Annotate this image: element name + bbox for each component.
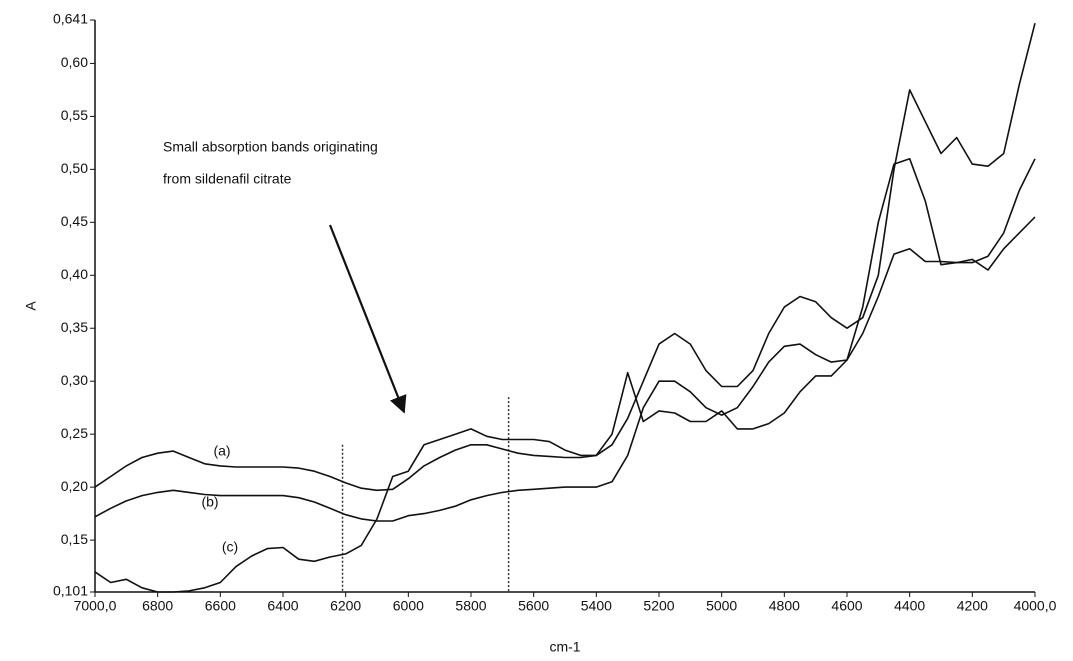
y-tick-label: 0,641 [53, 11, 88, 27]
line-series [94, 158, 1036, 522]
y-tick-label: 0,15 [61, 531, 88, 547]
x-tick-label: 6200 [330, 598, 361, 614]
x-tick-label: 6600 [205, 598, 236, 614]
x-tick-label: 5000 [706, 598, 737, 614]
x-tick-label: 5600 [518, 598, 549, 614]
x-tick-label: 4000,0 [1014, 598, 1057, 614]
x-tick-label: 5200 [643, 598, 674, 614]
x-tick-label: 4600 [831, 598, 862, 614]
y-tick-label: 0,45 [61, 213, 88, 229]
y-tick-label: 0,60 [61, 54, 88, 70]
y-tick-label: 0,40 [61, 266, 88, 282]
y-tick-label: 0,30 [61, 372, 88, 388]
x-tick-label: 6400 [267, 598, 298, 614]
y-tick-label: 0,50 [61, 160, 88, 176]
line-series [94, 158, 1036, 593]
y-tick-label: 0,101 [53, 583, 88, 599]
line-series [94, 23, 1036, 492]
y-axis-label: A [23, 301, 39, 311]
x-tick-label: 7000,0 [74, 598, 117, 614]
series-label: (c) [222, 539, 238, 555]
y-tick-label: 0,35 [61, 319, 88, 335]
x-tick-label: 5400 [581, 598, 612, 614]
x-tick-label: 6800 [142, 598, 173, 614]
x-tick-label: 4200 [957, 598, 988, 614]
x-tick-label: 6000 [393, 598, 424, 614]
x-tick-label: 5800 [455, 598, 486, 614]
x-tick-label: 4400 [894, 598, 925, 614]
y-tick-label: 0,20 [61, 478, 88, 494]
annotation: Small absorption bands originating [163, 139, 378, 155]
series-label: (b) [201, 494, 218, 510]
x-tick-label: 4800 [769, 598, 800, 614]
series-label: (a) [213, 443, 230, 459]
annotation-arrow [328, 224, 407, 414]
y-tick-label: 0,25 [61, 425, 88, 441]
x-axis-label: cm-1 [549, 639, 580, 655]
annotation: from sildenafil citrate [163, 171, 292, 187]
y-tick-label: 0,55 [61, 107, 88, 123]
